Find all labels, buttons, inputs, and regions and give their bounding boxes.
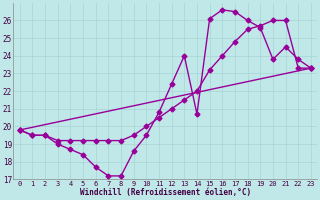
X-axis label: Windchill (Refroidissement éolien,°C): Windchill (Refroidissement éolien,°C): [80, 188, 251, 197]
